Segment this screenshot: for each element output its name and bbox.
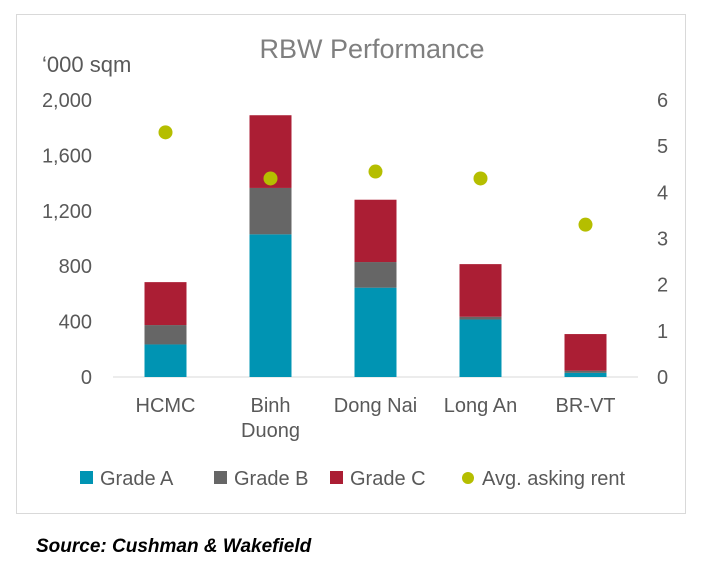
x-tick-label: Binh Duong — [241, 395, 300, 442]
rent-point — [263, 171, 278, 186]
y-tick-label: 2,000 — [42, 90, 92, 112]
rent-point — [368, 164, 383, 179]
chart-title: RBW Performance — [259, 34, 484, 64]
bar-grade-c — [144, 282, 187, 326]
y2-tick-label: 1 — [657, 321, 668, 343]
y-axis-label: ‘000 sqm — [42, 52, 131, 77]
x-tick-label: BR-VT — [556, 395, 616, 417]
y-tick-label: 1,600 — [42, 145, 92, 167]
bar-grade-c — [564, 334, 607, 371]
x-tick-label: HCMC — [136, 395, 196, 417]
source-note: Source: Cushman & Wakefield — [36, 536, 312, 557]
rent-point — [578, 217, 593, 232]
bar-grade-a — [249, 234, 292, 377]
legend-marker — [462, 472, 474, 484]
chart-frame — [16, 14, 686, 514]
bar-grade-c — [459, 264, 502, 317]
x-tick-label: Long An — [444, 395, 517, 417]
bar-grade-b — [354, 262, 397, 288]
bar-grade-c — [354, 199, 397, 263]
bar-grade-b — [564, 370, 607, 373]
legend-label: Grade C — [350, 468, 426, 490]
y-tick-label: 800 — [59, 256, 92, 278]
legend-swatch — [80, 471, 93, 484]
bar-grade-b — [249, 187, 292, 235]
bar-grade-a — [459, 319, 502, 377]
x-tick-label: Dong Nai — [334, 395, 417, 417]
y2-tick-label: 5 — [657, 136, 668, 158]
legend-label: Grade B — [234, 468, 308, 490]
y2-tick-label: 2 — [657, 275, 668, 297]
y-tick-label: 1,200 — [42, 201, 92, 223]
bar-grade-b — [459, 316, 502, 320]
bar-grade-a — [354, 287, 397, 377]
y-tick-label: 0 — [81, 367, 92, 389]
legend-label: Grade A — [100, 468, 174, 490]
y2-tick-label: 6 — [657, 90, 668, 112]
y2-tick-label: 4 — [657, 182, 668, 204]
y2-tick-label: 0 — [657, 367, 668, 389]
legend-swatch — [214, 471, 227, 484]
bar-grade-a — [564, 372, 607, 377]
y-tick-label: 400 — [59, 312, 92, 334]
rent-point — [158, 125, 173, 140]
legend-label: Avg. asking rent — [482, 468, 625, 490]
bar-grade-b — [144, 325, 187, 345]
bar-grade-a — [144, 344, 187, 377]
legend-swatch — [330, 471, 343, 484]
y2-tick-label: 3 — [657, 229, 668, 251]
rent-point — [473, 171, 488, 186]
